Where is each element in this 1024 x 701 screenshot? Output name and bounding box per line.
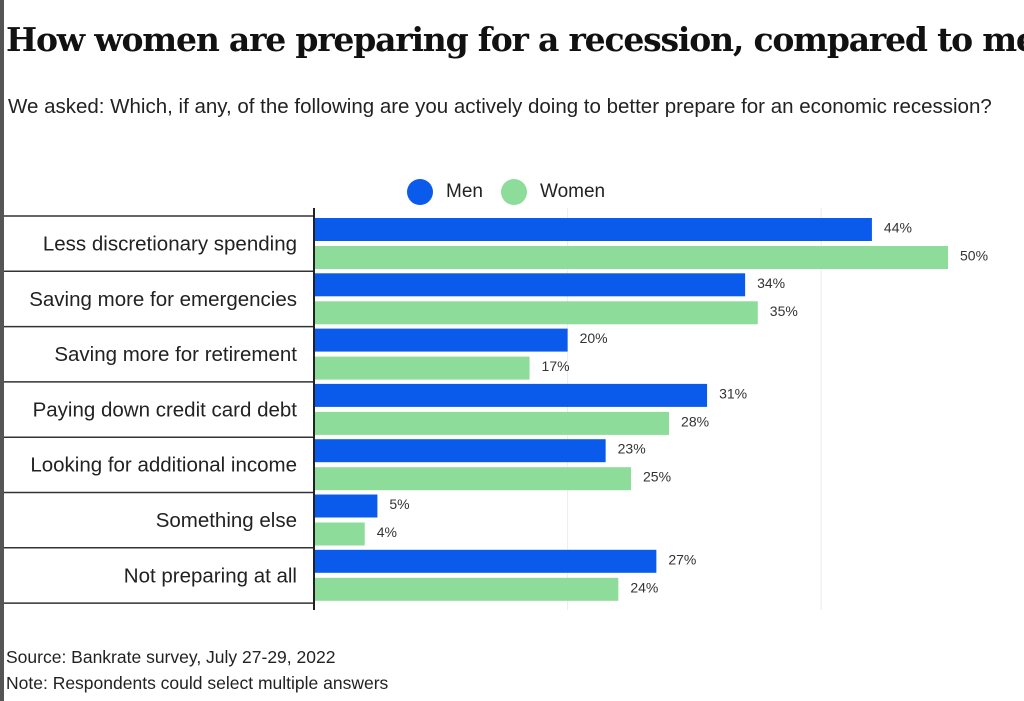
bar-women bbox=[314, 246, 948, 269]
category-label: Looking for additional income bbox=[30, 454, 297, 477]
chart-subtitle: We asked: Which, if any, of the followin… bbox=[8, 95, 992, 118]
data-label-men: 34% bbox=[757, 275, 785, 291]
data-label-men: 20% bbox=[580, 330, 608, 346]
bar-women bbox=[314, 577, 619, 601]
data-label-men: 27% bbox=[668, 551, 696, 567]
category-label: Saving more for retirement bbox=[54, 343, 297, 366]
bar-men bbox=[314, 549, 657, 573]
legend-item-men: Men bbox=[407, 177, 483, 207]
data-label-men: 31% bbox=[719, 385, 747, 401]
category-label: Saving more for emergencies bbox=[29, 288, 297, 311]
data-label-men: 5% bbox=[389, 496, 409, 512]
category-label: Something else bbox=[156, 509, 297, 532]
bar-men bbox=[314, 273, 746, 297]
data-label-women: 35% bbox=[770, 303, 798, 319]
category-label: Not preparing at all bbox=[124, 564, 297, 587]
legend: Men Women bbox=[0, 177, 1024, 207]
data-label-women: 50% bbox=[960, 248, 988, 264]
data-label-women: 25% bbox=[643, 469, 671, 485]
data-label-women: 24% bbox=[630, 579, 658, 595]
footnote: Note: Respondents could select multiple … bbox=[6, 673, 389, 693]
legend-item-women: Women bbox=[501, 177, 605, 207]
bar-women bbox=[314, 356, 530, 380]
bar-men bbox=[314, 328, 568, 352]
bar-women bbox=[314, 522, 365, 546]
bar-chart: Less discretionary spending 44% 50% Saving … bbox=[4, 208, 988, 610]
left-edge-rule bbox=[0, 0, 4, 701]
bar-women bbox=[314, 467, 631, 491]
data-label-women: 17% bbox=[542, 358, 570, 374]
data-label-men: 44% bbox=[884, 220, 912, 236]
bar-men bbox=[314, 439, 606, 463]
chart-title: How women are preparing for a recession,… bbox=[6, 20, 1024, 59]
bar-men bbox=[314, 218, 872, 241]
bar-women bbox=[314, 411, 670, 435]
source-note: Source: Bankrate survey, July 27-29, 202… bbox=[6, 647, 336, 667]
data-label-women: 28% bbox=[681, 413, 709, 429]
category-label: Paying down credit card debt bbox=[33, 398, 298, 421]
legend-swatch-men bbox=[407, 179, 433, 205]
data-label-women: 4% bbox=[377, 524, 397, 540]
category-label: Less discretionary spending bbox=[43, 233, 297, 256]
data-label-men: 23% bbox=[618, 441, 646, 457]
bar-men bbox=[314, 494, 378, 518]
legend-swatch-women bbox=[501, 179, 527, 205]
legend-label-men: Men bbox=[446, 181, 483, 202]
bar-men bbox=[314, 383, 708, 407]
bar-women bbox=[314, 301, 758, 325]
legend-label-women: Women bbox=[540, 181, 606, 202]
